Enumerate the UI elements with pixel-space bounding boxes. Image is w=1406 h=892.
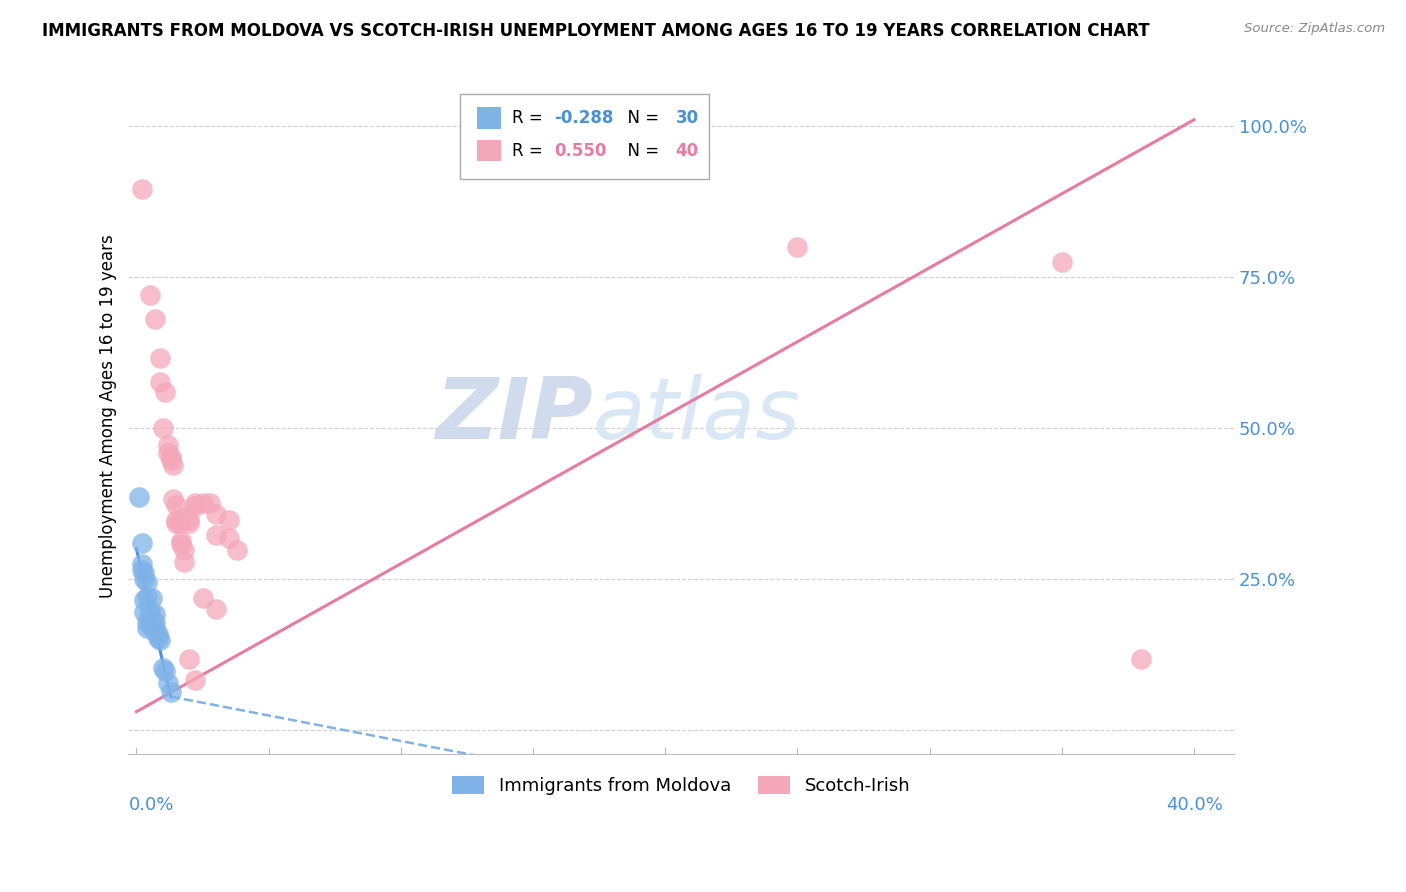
Point xyxy=(200,496,222,510)
Point xyxy=(204,602,226,616)
FancyBboxPatch shape xyxy=(477,140,501,161)
Point xyxy=(152,421,174,435)
Point xyxy=(136,621,159,635)
Point xyxy=(170,534,193,549)
Point xyxy=(159,685,181,699)
Text: atlas: atlas xyxy=(593,375,800,458)
Point xyxy=(146,631,169,645)
Point xyxy=(191,591,214,606)
Point xyxy=(162,491,184,506)
Point xyxy=(165,513,187,527)
Point xyxy=(138,609,160,624)
Point xyxy=(173,542,195,557)
Point xyxy=(134,566,156,580)
Point xyxy=(167,516,190,531)
Point xyxy=(143,607,166,621)
Point xyxy=(134,572,156,586)
Point xyxy=(218,531,240,545)
Point xyxy=(149,351,172,366)
Text: -0.288: -0.288 xyxy=(554,109,613,127)
Point xyxy=(162,458,184,473)
Point xyxy=(204,528,226,542)
Point xyxy=(155,384,177,399)
Point xyxy=(138,619,160,633)
Point xyxy=(157,675,180,690)
Point xyxy=(191,496,214,510)
Text: 40: 40 xyxy=(676,142,699,160)
Point xyxy=(128,490,150,504)
Point xyxy=(157,446,180,460)
Point xyxy=(155,664,177,678)
Point xyxy=(131,182,153,196)
Point xyxy=(136,590,159,604)
Text: N =: N = xyxy=(617,109,665,127)
Point xyxy=(143,624,166,639)
Point xyxy=(143,312,166,326)
Point xyxy=(149,633,172,648)
Point xyxy=(165,516,187,531)
Text: 0.0%: 0.0% xyxy=(128,796,174,814)
Point xyxy=(143,621,166,635)
Legend: Immigrants from Moldova, Scotch-Irish: Immigrants from Moldova, Scotch-Irish xyxy=(444,769,918,803)
Point xyxy=(141,591,163,606)
FancyBboxPatch shape xyxy=(477,107,501,128)
Point xyxy=(146,627,169,641)
Point xyxy=(152,661,174,675)
Point xyxy=(131,563,153,577)
Point xyxy=(141,615,163,630)
Text: 0.550: 0.550 xyxy=(554,142,606,160)
Point xyxy=(138,288,160,302)
Point xyxy=(179,651,201,665)
Point xyxy=(165,498,187,512)
Text: R =: R = xyxy=(512,142,548,160)
Point xyxy=(1130,651,1153,665)
Text: Source: ZipAtlas.com: Source: ZipAtlas.com xyxy=(1244,22,1385,36)
Point xyxy=(173,510,195,524)
Point xyxy=(179,516,201,531)
Point xyxy=(173,555,195,569)
Point xyxy=(149,376,172,390)
Point xyxy=(134,605,156,619)
Point xyxy=(183,496,205,510)
Y-axis label: Unemployment Among Ages 16 to 19 years: Unemployment Among Ages 16 to 19 years xyxy=(100,234,117,598)
FancyBboxPatch shape xyxy=(460,95,709,179)
Text: 40.0%: 40.0% xyxy=(1166,796,1223,814)
Point xyxy=(138,613,160,627)
Point xyxy=(136,615,159,630)
Point xyxy=(1050,254,1073,268)
Text: R =: R = xyxy=(512,109,548,127)
Point xyxy=(170,537,193,551)
Point xyxy=(183,500,205,514)
Point xyxy=(225,542,247,557)
Point xyxy=(183,673,205,688)
Point xyxy=(218,513,240,527)
Point xyxy=(134,593,156,607)
Point xyxy=(204,507,226,521)
Text: ZIP: ZIP xyxy=(434,375,593,458)
Point xyxy=(157,438,180,452)
Point xyxy=(786,239,808,253)
Point xyxy=(143,615,166,630)
Point xyxy=(131,535,153,549)
Point xyxy=(136,574,159,589)
Text: 30: 30 xyxy=(676,109,699,127)
Point xyxy=(159,450,181,464)
Point xyxy=(159,452,181,467)
Point xyxy=(141,619,163,633)
Text: N =: N = xyxy=(617,142,665,160)
Point xyxy=(179,513,201,527)
Point xyxy=(131,557,153,571)
Point xyxy=(138,603,160,617)
Text: IMMIGRANTS FROM MOLDOVA VS SCOTCH-IRISH UNEMPLOYMENT AMONG AGES 16 TO 19 YEARS C: IMMIGRANTS FROM MOLDOVA VS SCOTCH-IRISH … xyxy=(42,22,1150,40)
